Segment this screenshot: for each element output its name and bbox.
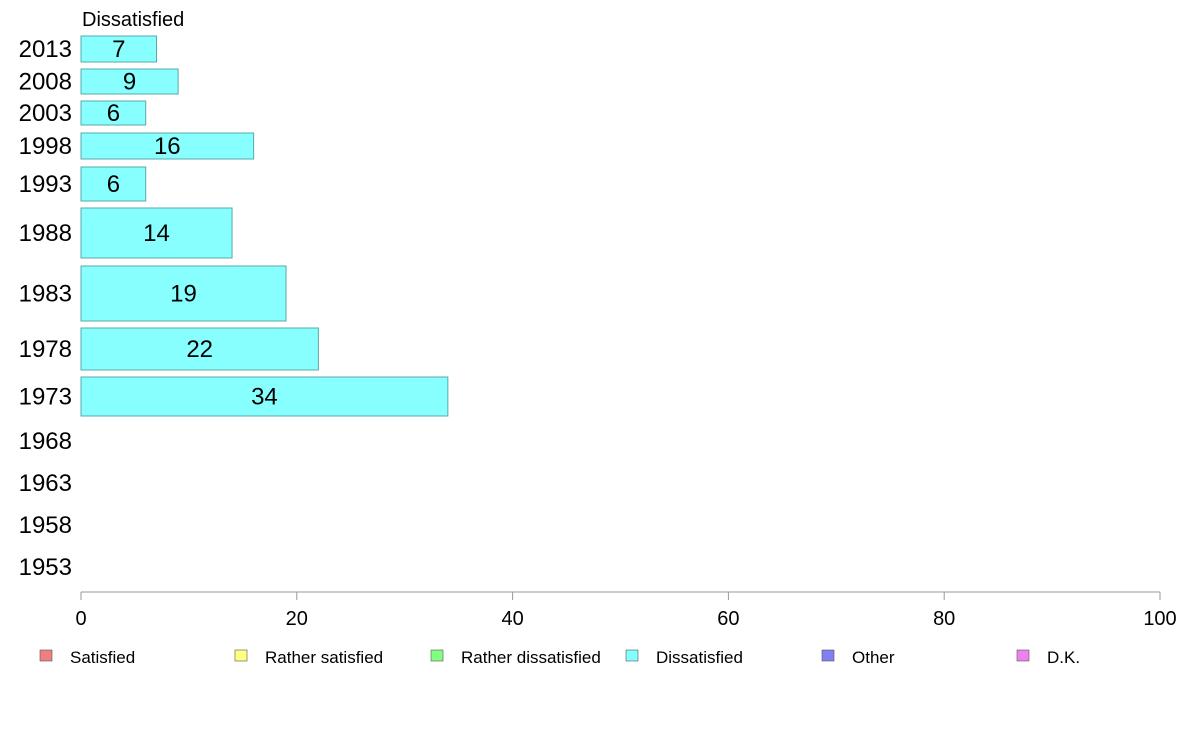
- x-tick-label: 80: [933, 608, 955, 630]
- legend-swatch: [1016, 649, 1030, 662]
- bar-value-label: 9: [123, 69, 136, 96]
- x-axis: 0 20 40 60 80 100: [75, 591, 1177, 630]
- bar: [80, 35, 158, 63]
- bar-value-label: 22: [186, 336, 213, 363]
- bar: [80, 166, 147, 202]
- bar-value-label: 6: [107, 100, 120, 127]
- legend-swatch: [625, 649, 639, 662]
- category-label: 2013: [19, 36, 72, 63]
- legend-label: Rather satisfied: [265, 648, 383, 667]
- bar-value-label: 6: [107, 171, 120, 198]
- category-label: 1983: [19, 281, 72, 308]
- x-tick-label: 20: [286, 608, 308, 630]
- bar-value-label: 16: [154, 133, 181, 160]
- category-label: 1953: [19, 554, 72, 581]
- legend: Satisfied Rather satisfied Rather dissatis…: [39, 648, 1080, 667]
- bar-value-label: 34: [251, 384, 278, 411]
- category-label: 1958: [19, 512, 72, 539]
- x-tick-label: 40: [501, 608, 523, 630]
- bar: [80, 376, 449, 417]
- legend-label: Satisfied: [70, 648, 135, 667]
- legend-swatch: [821, 649, 835, 662]
- bar: [80, 68, 179, 95]
- bar-value-label: 7: [112, 36, 125, 63]
- bars-group: 2013 7 2008 9 2003 6 1998 16 1993 6 1988 14 1983 19 19…: [19, 35, 449, 581]
- legend-label: Other: [852, 648, 895, 667]
- bar: [80, 265, 287, 322]
- category-label: 2008: [19, 69, 72, 96]
- legend-swatch: [39, 649, 53, 662]
- category-label: 1988: [19, 220, 72, 247]
- bar: [80, 100, 147, 126]
- category-label: 1963: [19, 470, 72, 497]
- category-label: 1993: [19, 171, 72, 198]
- chart-title: Dissatisfied: [82, 9, 184, 31]
- category-label: 1998: [19, 133, 72, 160]
- legend-label: Dissatisfied: [656, 648, 743, 667]
- bar: [80, 207, 233, 259]
- legend-swatch: [430, 649, 444, 662]
- legend-swatch: [234, 649, 248, 662]
- bar: [80, 132, 255, 160]
- category-label: 1978: [19, 336, 72, 363]
- bar-value-label: 19: [170, 281, 197, 308]
- category-label: 1973: [19, 384, 72, 411]
- x-tick-label: 60: [717, 608, 739, 630]
- legend-label: D.K.: [1047, 648, 1080, 667]
- x-tick-label: 0: [75, 608, 86, 630]
- bar: [80, 327, 319, 371]
- x-tick-label: 100: [1143, 608, 1176, 630]
- legend-label: Rather dissatisfied: [461, 648, 601, 667]
- category-label: 2003: [19, 100, 72, 127]
- category-label: 1968: [19, 428, 72, 455]
- bar-value-label: 14: [143, 220, 170, 247]
